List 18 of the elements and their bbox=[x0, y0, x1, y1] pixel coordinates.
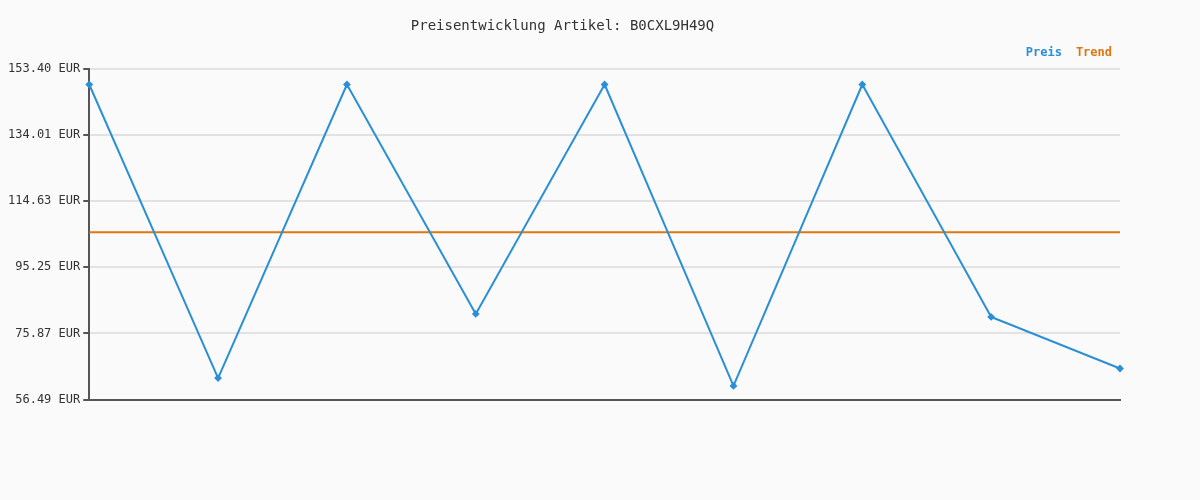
point bbox=[343, 81, 351, 88]
point bbox=[472, 310, 480, 318]
point bbox=[729, 382, 737, 390]
text: Trend bbox=[1075, 44, 1112, 59]
y-tick-label: 134.01 EUR bbox=[8, 127, 82, 142]
y-tick-label: 75.87 EUR bbox=[15, 325, 82, 340]
point bbox=[987, 313, 995, 321]
point bbox=[858, 81, 866, 88]
point bbox=[214, 374, 222, 382]
point bbox=[601, 81, 609, 88]
y-tick-label: 114.63 EUR bbox=[8, 193, 82, 208]
y-tick-label: 153.40 EUR bbox=[8, 60, 82, 75]
chart-title: Preisentwicklung Artikel: B0CXL9H49Q bbox=[410, 17, 715, 34]
text: Preis bbox=[1025, 44, 1062, 59]
point bbox=[1116, 365, 1124, 372]
y-tick-label: 95.25 EUR bbox=[15, 259, 82, 274]
point bbox=[85, 81, 93, 88]
y-tick-label: 56.49 EUR bbox=[15, 391, 82, 406]
